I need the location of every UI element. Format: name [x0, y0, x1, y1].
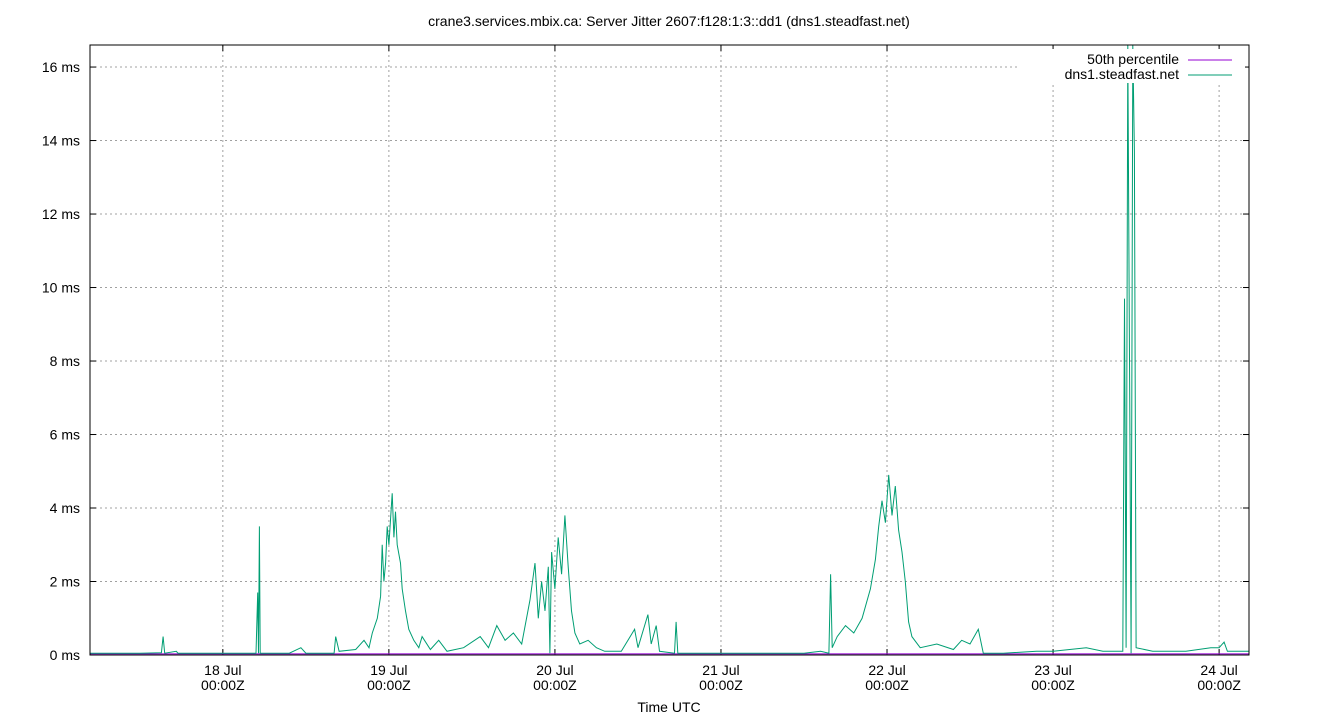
x-tick-label-1: 19 Jul	[370, 662, 407, 678]
y-tick-label-8: 16 ms	[42, 59, 80, 75]
x-tick-label-6: 24 Jul	[1200, 662, 1237, 678]
y-tick-label-3: 6 ms	[50, 427, 80, 443]
x-axis-label: Time UTC	[637, 699, 700, 715]
y-tick-label-7: 14 ms	[42, 133, 80, 149]
x-tick-label-5: 23 Jul	[1034, 662, 1071, 678]
plot-frame	[89, 44, 1250, 656]
x-tick-label-3: 21 Jul	[702, 662, 739, 678]
series-line-1	[90, 44, 1249, 654]
x-tick-sublabel-6: 00:00Z	[1197, 677, 1241, 693]
x-tick-sublabel-5: 00:00Z	[1031, 677, 1075, 693]
y-tick-label-1: 2 ms	[50, 574, 80, 590]
y-tick-label-6: 12 ms	[42, 206, 80, 222]
x-tick-label-4: 22 Jul	[868, 662, 905, 678]
legend-background	[1017, 49, 1245, 83]
y-tick-label-4: 8 ms	[50, 353, 80, 369]
series-lines	[90, 44, 1249, 655]
legend-label-0: 50th percentile	[1087, 51, 1179, 67]
grid-lines	[90, 45, 1249, 655]
x-tick-sublabel-0: 00:00Z	[201, 677, 245, 693]
y-tick-label-5: 10 ms	[42, 280, 80, 296]
y-tick-label-2: 4 ms	[50, 500, 80, 516]
x-tick-sublabel-1: 00:00Z	[367, 677, 411, 693]
x-tick-sublabel-3: 00:00Z	[699, 677, 743, 693]
x-tick-sublabel-4: 00:00Z	[865, 677, 909, 693]
legend-label-1: dns1.steadfast.net	[1065, 66, 1180, 82]
x-tick-label-0: 18 Jul	[204, 662, 241, 678]
y-axis-ticks: 0 ms 2 ms 4 ms 6 ms 8 ms 10 ms 12 ms 14 ms 16 ms	[42, 59, 1249, 663]
x-tick-sublabel-2: 00:00Z	[533, 677, 577, 693]
chart-title: crane3.services.mbix.ca: Server Jitter 2…	[428, 13, 910, 29]
x-tick-label-2: 20 Jul	[536, 662, 573, 678]
y-tick-label-0: 0 ms	[50, 647, 80, 663]
